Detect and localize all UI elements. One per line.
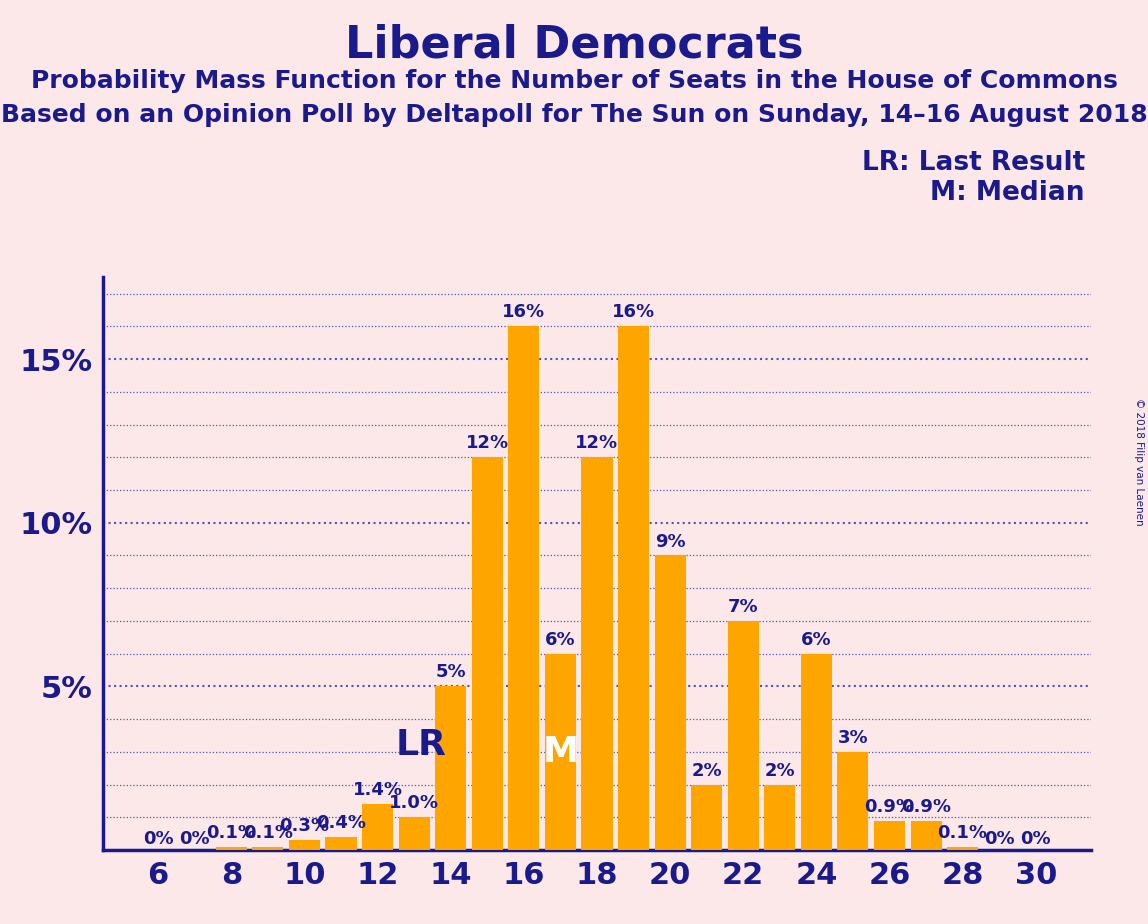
Bar bbox=[947, 846, 978, 850]
Bar bbox=[728, 621, 759, 850]
Text: 0%: 0% bbox=[1021, 831, 1052, 848]
Bar bbox=[362, 804, 393, 850]
Text: 0.1%: 0.1% bbox=[243, 824, 293, 842]
Text: 9%: 9% bbox=[654, 532, 685, 551]
Bar bbox=[837, 752, 868, 850]
Text: LR: Last Result: LR: Last Result bbox=[862, 150, 1085, 176]
Bar bbox=[801, 653, 832, 850]
Text: 2%: 2% bbox=[691, 761, 722, 780]
Text: 6%: 6% bbox=[545, 631, 575, 649]
Bar bbox=[398, 818, 429, 850]
Bar bbox=[545, 653, 576, 850]
Bar bbox=[216, 846, 247, 850]
Text: 0.1%: 0.1% bbox=[207, 824, 256, 842]
Text: 1.0%: 1.0% bbox=[389, 795, 440, 812]
Text: Based on an Opinion Poll by Deltapoll for The Sun on Sunday, 14–16 August 2018: Based on an Opinion Poll by Deltapoll fo… bbox=[1, 103, 1147, 128]
Text: 0.3%: 0.3% bbox=[279, 818, 329, 835]
Bar bbox=[253, 846, 284, 850]
Text: 0%: 0% bbox=[984, 831, 1015, 848]
Text: 12%: 12% bbox=[575, 434, 619, 453]
Text: 5%: 5% bbox=[435, 663, 466, 682]
Text: 1.4%: 1.4% bbox=[352, 782, 403, 799]
Text: Probability Mass Function for the Number of Seats in the House of Commons: Probability Mass Function for the Number… bbox=[31, 69, 1117, 93]
Text: 3%: 3% bbox=[838, 729, 868, 747]
Bar bbox=[326, 837, 357, 850]
Bar bbox=[435, 687, 466, 850]
Text: Liberal Democrats: Liberal Democrats bbox=[344, 23, 804, 67]
Text: 0%: 0% bbox=[179, 831, 210, 848]
Text: 12%: 12% bbox=[466, 434, 509, 453]
Text: 0.1%: 0.1% bbox=[938, 824, 987, 842]
Bar bbox=[581, 457, 613, 850]
Bar bbox=[289, 840, 320, 850]
Bar bbox=[472, 457, 503, 850]
Bar bbox=[654, 555, 685, 850]
Text: M: M bbox=[542, 735, 579, 769]
Text: 2%: 2% bbox=[765, 761, 796, 780]
Text: © 2018 Filip van Laenen: © 2018 Filip van Laenen bbox=[1134, 398, 1143, 526]
Text: 16%: 16% bbox=[503, 303, 545, 322]
Bar bbox=[618, 326, 649, 850]
Text: 0.9%: 0.9% bbox=[864, 797, 915, 816]
Bar bbox=[691, 784, 722, 850]
Text: 0.9%: 0.9% bbox=[901, 797, 951, 816]
Text: 6%: 6% bbox=[801, 631, 831, 649]
Bar bbox=[874, 821, 905, 850]
Text: M: Median: M: Median bbox=[930, 180, 1085, 206]
Bar bbox=[765, 784, 796, 850]
Text: 7%: 7% bbox=[728, 598, 759, 616]
Text: 0.4%: 0.4% bbox=[316, 814, 366, 833]
Text: LR: LR bbox=[396, 728, 447, 762]
Bar bbox=[910, 821, 941, 850]
Bar bbox=[509, 326, 540, 850]
Text: 0%: 0% bbox=[142, 831, 173, 848]
Text: 16%: 16% bbox=[612, 303, 656, 322]
